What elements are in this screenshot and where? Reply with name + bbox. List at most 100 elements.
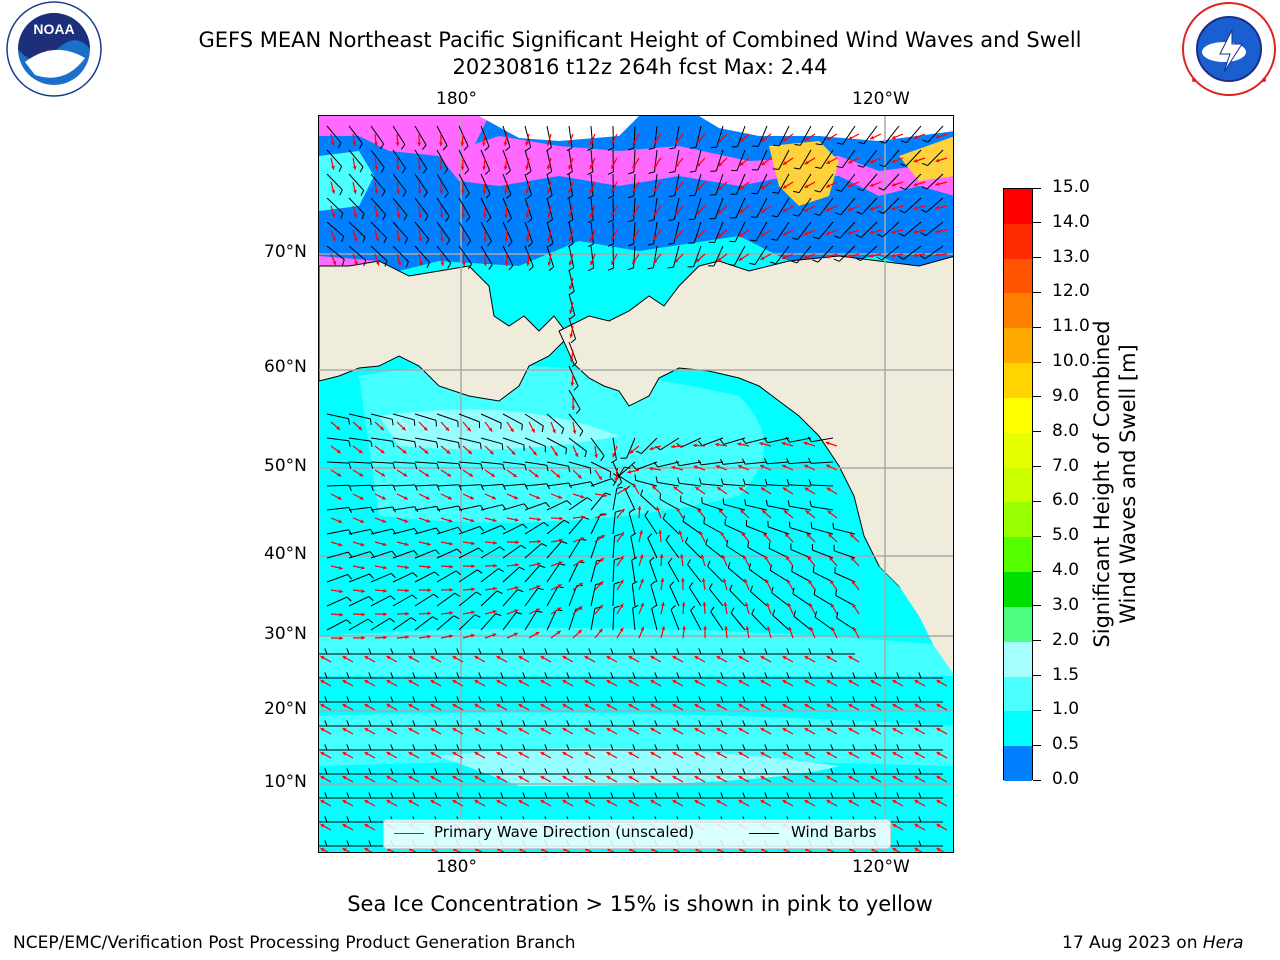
wave-arrow-head xyxy=(562,848,567,852)
wind-barb-flag xyxy=(390,768,394,775)
wind-barb-flag xyxy=(370,440,373,448)
wind-barb-flag xyxy=(833,258,840,262)
wind-barb xyxy=(370,484,394,487)
wind-barb-flag xyxy=(346,792,350,799)
wind-barb-flag xyxy=(689,146,697,149)
wind-barb-flag xyxy=(786,479,790,486)
wave-arrow-head xyxy=(380,449,385,454)
wind-barb-flag xyxy=(390,648,394,655)
wave-arrow-head xyxy=(848,776,853,780)
wave-arrow-head xyxy=(869,183,874,187)
wind-barb-flag xyxy=(488,264,493,270)
wind-barb-flag xyxy=(444,192,449,198)
wind-barb-flag xyxy=(857,165,864,168)
wave-arrow-head xyxy=(913,229,918,234)
wind-barb xyxy=(480,173,491,195)
wave-arrow-head xyxy=(342,848,347,852)
wind-barb xyxy=(590,173,594,196)
wave-arrow-head xyxy=(383,612,387,617)
wave-arrow-head xyxy=(870,680,875,684)
wind-barb xyxy=(370,197,386,215)
wind-barb-flag xyxy=(814,611,818,618)
wave-arrow-head xyxy=(496,704,501,708)
wind-barb xyxy=(590,584,597,607)
wind-barb xyxy=(414,505,437,511)
wave-arrow-head xyxy=(782,255,787,260)
wind-barb xyxy=(414,197,429,216)
wave-arrow-head xyxy=(671,444,675,449)
wind-barb xyxy=(348,461,372,464)
wind-barb xyxy=(568,437,587,452)
wind-barb xyxy=(524,587,539,607)
wind-barb-flag xyxy=(583,516,590,520)
wind-barb-flag xyxy=(744,499,747,506)
wave-arrow-head xyxy=(870,752,875,756)
wind-barb xyxy=(690,610,702,631)
wave-arrow-head xyxy=(537,517,541,522)
wave-arrow-head xyxy=(628,848,633,852)
wave-arrow-head xyxy=(716,704,721,708)
wind-barb-flag xyxy=(632,744,636,751)
wave-arrow-head xyxy=(405,565,409,570)
wind-barb-flag xyxy=(669,171,676,174)
wave-arrow-head xyxy=(694,800,699,804)
wave-arrow-head xyxy=(482,214,487,218)
wave-arrow-head xyxy=(534,473,539,478)
wind-barb xyxy=(839,221,856,239)
wind-barb-flag xyxy=(676,792,680,799)
wave-arrow-head xyxy=(672,800,677,804)
wind-barb xyxy=(436,437,459,443)
wind-barb-flag xyxy=(874,792,878,799)
wave-arrow-head xyxy=(589,141,594,145)
wave-arrow-head xyxy=(696,210,701,215)
wind-barb xyxy=(436,413,458,422)
wind-barb-flag xyxy=(830,696,834,703)
wind-barb xyxy=(657,461,680,468)
wave-arrow-head xyxy=(870,800,875,804)
wind-barb xyxy=(458,461,481,465)
wave-arrow-head xyxy=(559,516,563,521)
wave-arrow-head xyxy=(448,634,453,639)
wind-barb-flag xyxy=(835,189,842,192)
wind-barb-flag xyxy=(607,171,614,175)
wind-barb-flag xyxy=(896,792,900,799)
wave-arrow-head xyxy=(831,603,835,608)
wave-arrow-head xyxy=(825,441,830,446)
wind-barb xyxy=(716,125,724,148)
wind-barb-flag xyxy=(698,440,703,446)
wind-barb xyxy=(653,197,658,220)
wind-barb xyxy=(590,461,611,473)
wind-barb-flag xyxy=(478,768,482,775)
wind-barb xyxy=(326,437,349,442)
wave-arrow-head xyxy=(439,214,444,218)
wind-barb-flag xyxy=(478,696,482,703)
wind-barb-flag xyxy=(764,744,768,751)
wind-barb xyxy=(771,592,790,607)
wind-barb-flag xyxy=(741,458,746,465)
wave-arrow-head xyxy=(716,848,721,852)
wave-arrow-head xyxy=(493,541,497,545)
wind-barb-flag xyxy=(566,648,570,655)
colorbar-segment xyxy=(1004,223,1032,260)
wind-barb xyxy=(649,561,658,583)
wave-arrow-head xyxy=(396,214,401,218)
wind-barb xyxy=(414,571,435,583)
wave-arrow-head xyxy=(740,509,745,514)
wind-barb xyxy=(502,245,514,266)
wave-arrow-head xyxy=(761,161,766,166)
wave-arrow-head xyxy=(518,800,523,804)
wind-barb xyxy=(590,437,605,456)
colorbar-tick-label: 13.0 xyxy=(1052,246,1090,267)
wave-arrow-head xyxy=(535,632,540,636)
wind-barb xyxy=(348,618,369,631)
wind-barb xyxy=(458,614,476,631)
wave-arrow-head xyxy=(382,519,387,523)
wave-arrow-head xyxy=(512,473,517,477)
wave-arrow-head xyxy=(496,848,501,852)
wind-barb xyxy=(884,149,900,168)
wave-arrow-head xyxy=(589,189,594,193)
wave-arrow-head xyxy=(514,609,519,613)
wind-barb xyxy=(789,527,812,535)
wave-arrow-head xyxy=(452,848,457,852)
wave-arrow-head xyxy=(675,163,680,168)
